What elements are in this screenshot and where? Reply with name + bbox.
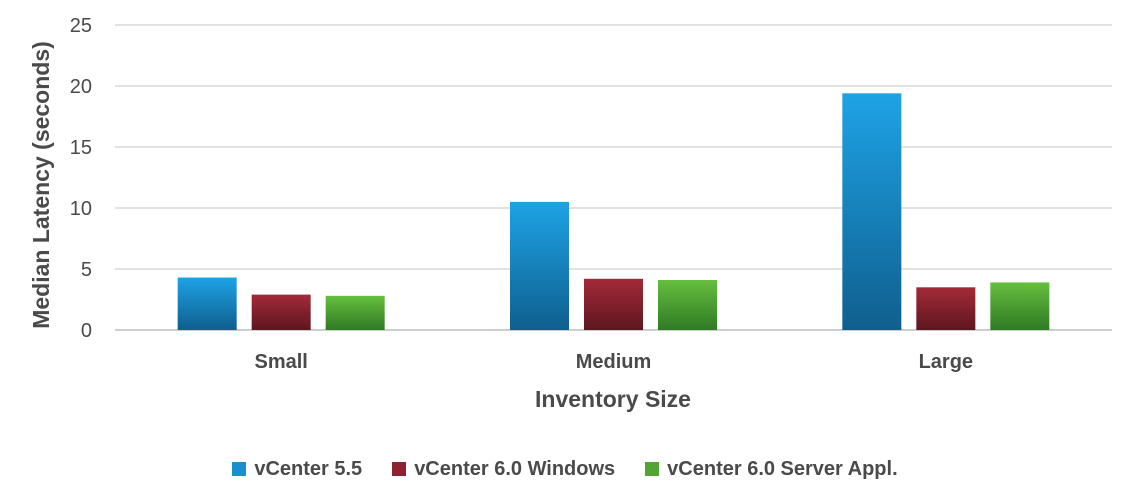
y-tick-label: 5 [81,259,92,281]
x-axis-title: Inventory Size [535,386,691,412]
legend-label: vCenter 6.0 Server Appl. [667,457,898,480]
bar [990,282,1050,330]
y-axis-ticks: 0 5 10 15 20 25 [70,15,92,342]
legend-swatch [392,462,407,476]
legend-swatch [232,462,247,476]
legend-swatch [645,462,660,476]
x-axis-categories: Small Medium Large [254,351,973,373]
bar [510,201,569,330]
bar [325,295,385,330]
y-tick-label: 20 [70,76,92,98]
legend: vCenter 5.5 vCenter 6.0 Windows vCenter 6.… [0,452,1130,486]
bar [251,294,311,330]
y-axis-title: Median Latency (seconds) [28,41,54,329]
legend-item: vCenter 6.0 Server Appl. [645,457,898,481]
bar [584,278,643,330]
bars [177,93,1050,330]
y-tick-label: 15 [70,137,92,159]
y-tick-label: 0 [81,320,92,342]
bar-chart: 0 5 10 15 20 25 Small Medium Large Inventory Si… [28,15,1112,412]
legend-item: vCenter 6.0 Windows [392,458,615,481]
bar [916,287,976,330]
bar [177,277,237,330]
y-tick-label: 25 [70,15,92,37]
bar [842,93,902,330]
legend-item: vCenter 5.5 [232,458,362,481]
x-tick-label: Medium [576,351,652,373]
y-tick-label: 10 [70,198,92,220]
x-tick-label: Large [919,351,973,373]
bar [658,279,717,330]
x-tick-label: Small [254,351,307,373]
legend-label: vCenter 6.0 Windows [414,457,616,480]
legend-label: vCenter 5.5 [254,457,363,480]
